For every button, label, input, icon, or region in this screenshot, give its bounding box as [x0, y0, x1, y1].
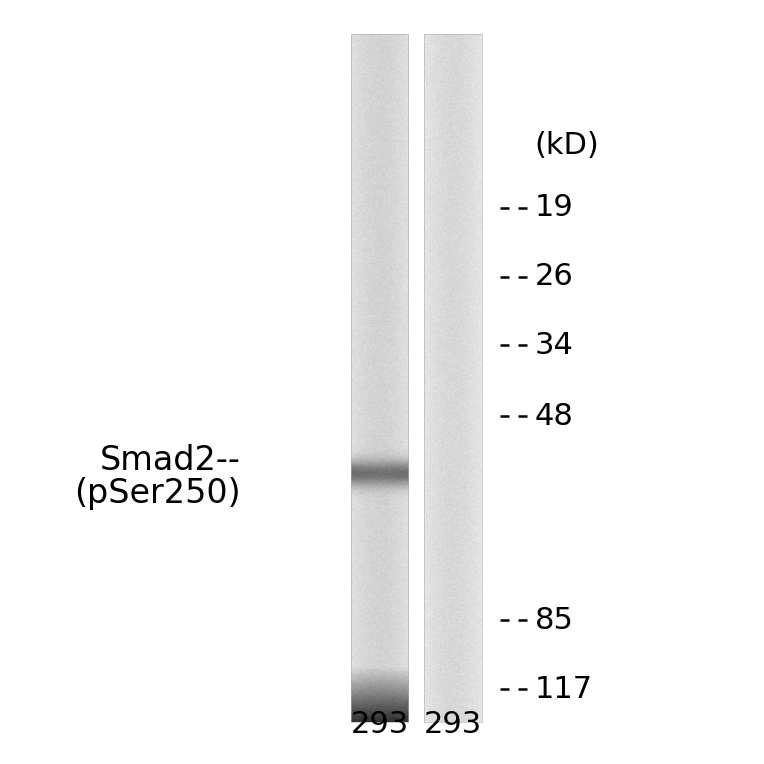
Text: (pSer250): (pSer250)	[74, 478, 241, 510]
Text: 293: 293	[424, 710, 482, 739]
Text: 85: 85	[535, 606, 574, 635]
Text: Smad2--: Smad2--	[100, 445, 241, 478]
Text: 19: 19	[535, 193, 574, 222]
Bar	[351, 34, 408, 722]
Text: (kD): (kD)	[535, 131, 600, 160]
Text: 26: 26	[535, 262, 574, 291]
Text: 117: 117	[535, 675, 593, 704]
Text: 48: 48	[535, 402, 574, 431]
Text: 34: 34	[535, 331, 574, 360]
Bar	[425, 34, 481, 722]
Text: 293: 293	[351, 710, 409, 739]
